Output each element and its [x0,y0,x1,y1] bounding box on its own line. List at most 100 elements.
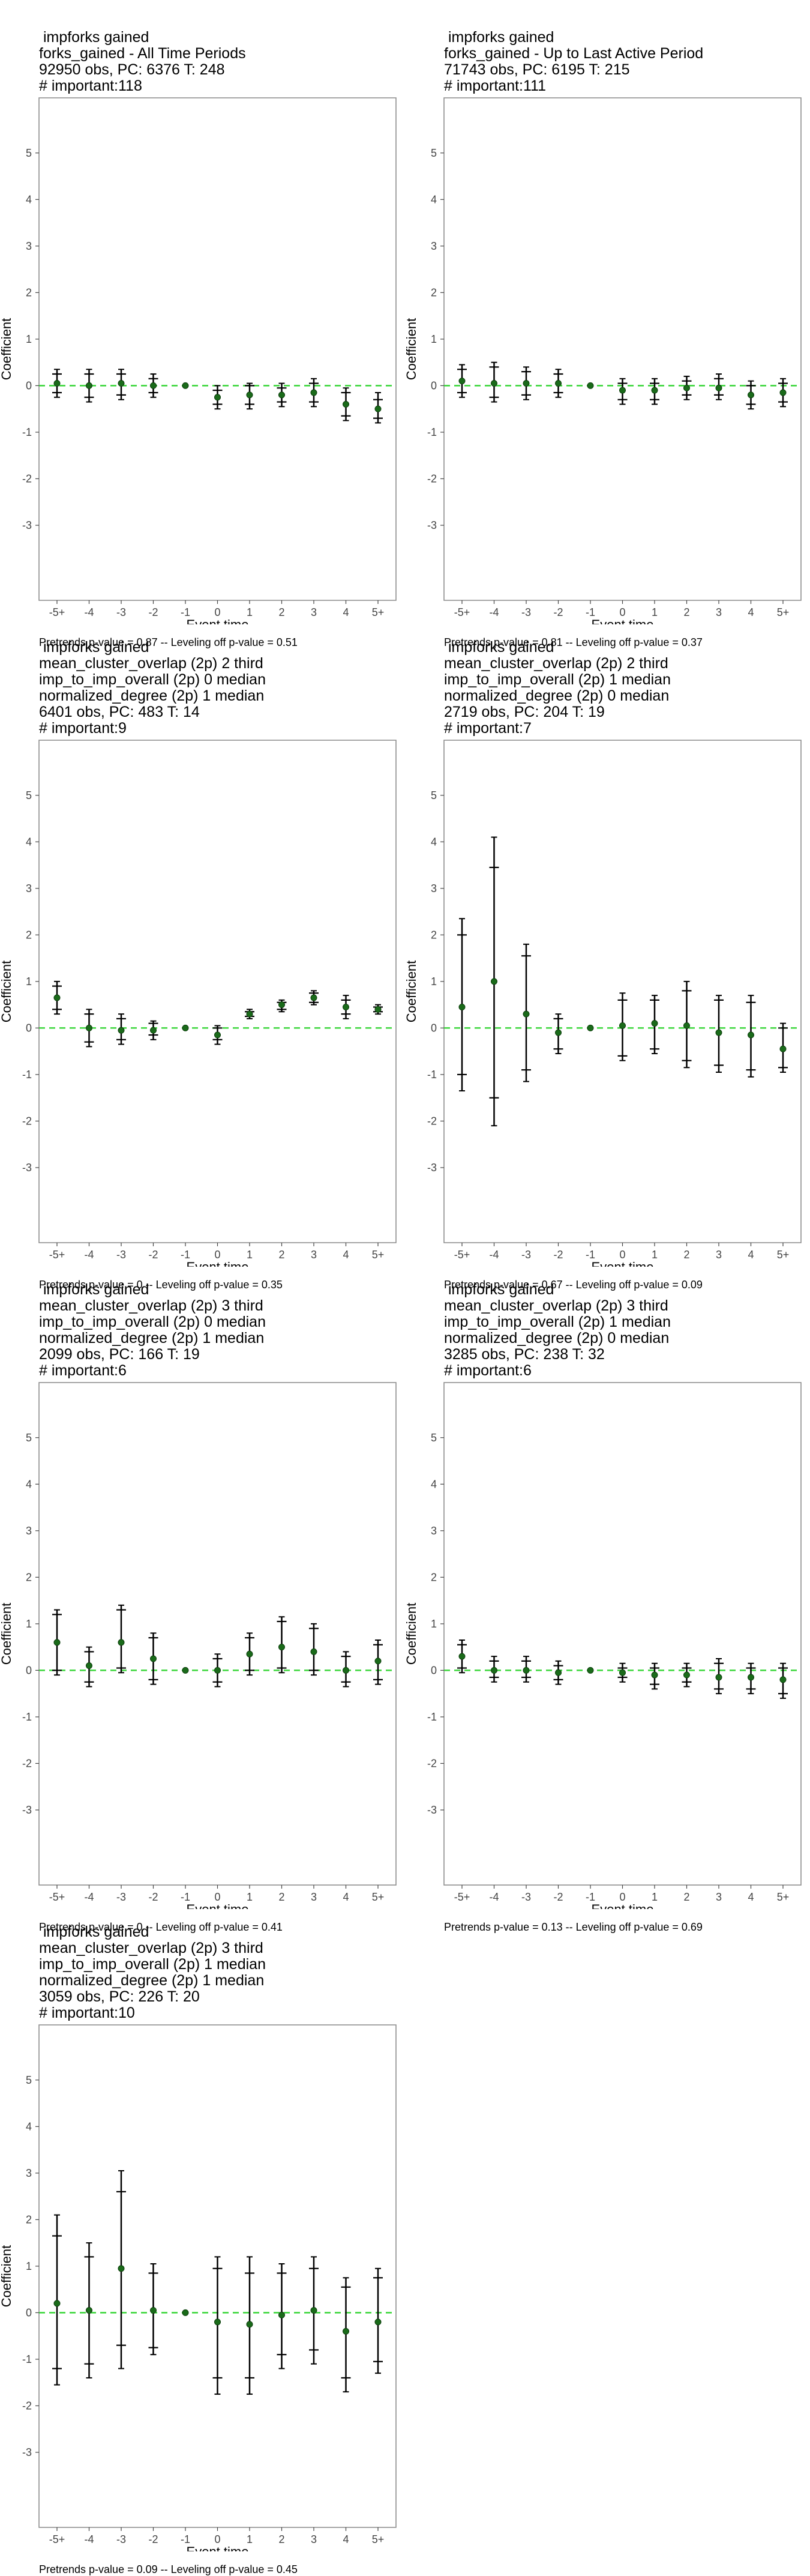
y-tick-label: 4 [26,193,32,205]
y-tick-label: 5 [431,789,437,801]
y-tick-label: 0 [26,379,32,391]
x-tick-label: 5+ [372,1891,385,1903]
x-axis-label: Event time [592,617,654,624]
x-tick-label: 1 [247,1891,253,1903]
x-tick-label: -5+ [49,2533,65,2545]
coefficient-point [278,1644,285,1651]
y-tick-label: 3 [26,882,32,894]
chart-title-line: forks_gained - All Time Periods [39,45,246,62]
coefficient-point [86,1024,92,1031]
y-tick-label: 4 [26,2120,32,2132]
p-value-note: Pretrends p-value = 0.13 -- Leveling off… [444,1921,703,1933]
x-axis-label: Event time [592,1902,654,1909]
y-tick-label: 2 [431,286,437,298]
y-axis-label: Coefficient [0,318,14,381]
coefficient-point [278,1001,285,1009]
chart-title-line: normalized_degree (2p) 0 median [444,687,670,704]
coefficient-point [118,380,125,387]
y-tick-label: 0 [26,1022,32,1034]
y-tick-label: -1 [22,1069,32,1081]
chart-panel-4: impforks gained mean_cluster_overlap (2p)… [405,639,802,1291]
coefficient-point [246,1650,253,1658]
coefficient-point [150,1655,157,1662]
chart-title: impforks gained forks_gained - Up to Last… [444,29,792,94]
x-tick-label: 2 [278,1891,284,1903]
x-tick-label: 4 [748,1891,754,1903]
coefficient-point [651,387,658,394]
chart-title-line: imp_to_imp_overall (2p) 0 median [39,1314,266,1330]
x-tick-label: 3 [311,606,317,618]
chart-title-line: normalized_degree (2p) 0 median [444,1330,670,1347]
chart-title: impforks gained mean_cluster_overlap (2p)… [39,639,387,737]
y-tick-label: -1 [22,1711,32,1723]
chart-title: impforks gained forks_gained - All Time P… [39,29,387,94]
y-tick-label: 0 [431,379,437,391]
coefficient-point [458,378,466,385]
x-tick-label: 1 [247,1249,253,1261]
plot-frame [443,97,802,601]
x-tick-label: 5+ [777,1249,790,1261]
chart-title-line: imp_to_imp_overall (2p) 0 median [39,671,266,688]
chart-panel-5: impforks gained mean_cluster_overlap (2p)… [0,1282,397,1933]
coefficient-point [523,1010,530,1018]
y-tick-label: 5 [26,1432,32,1444]
coefficient-point [246,2321,253,2328]
chart-title-line: mean_cluster_overlap (2p) 3 third [444,1297,668,1314]
x-tick-label: -3 [116,1249,126,1261]
x-tick-label: -2 [148,606,158,618]
x-tick-label: 0 [619,1891,625,1903]
chart-title-line: impforks gained [39,639,149,656]
coefficient-point [278,2311,285,2318]
p-value-note: Pretrends p-value = 0.67 -- Leveling off… [444,1279,703,1291]
x-tick-label: 5+ [372,1249,385,1261]
x-tick-label: -4 [489,606,499,618]
y-tick-label: 0 [431,1664,437,1676]
x-tick-label: 4 [748,1249,754,1261]
chart-title: impforks gained mean_cluster_overlap (2p)… [39,1282,387,1379]
y-tick-label: -2 [427,472,437,484]
y-tick-label: -2 [22,1757,32,1769]
coefficient-point [246,391,253,399]
chart-title-line: # important:6 [39,1362,127,1379]
y-axis-label: Coefficient [405,961,419,1023]
y-tick-label: 4 [431,193,437,205]
coefficient-point [343,1004,349,1011]
chart-title-line: 2099 obs, PC: 166 T: 19 [39,1346,200,1363]
chart-svg: 5 4 3 2 1 0 -1 -2 -3 -5+ -4 -3 -2 -1 0 1 2 3 4 5+ Event time… [0,97,397,624]
y-tick-label: -2 [427,1115,437,1127]
x-tick-label: 2 [683,606,689,618]
plot-frame [38,740,397,1243]
coefficient-point [150,382,157,389]
x-axis-label: Event time [592,1259,654,1267]
y-tick-label: 1 [431,976,437,988]
p-value-note: Pretrends p-value = 0 -- Leveling off p-… [39,1279,283,1291]
y-tick-label: 4 [431,836,437,848]
coefficient-point [214,394,221,401]
y-tick-label: 2 [431,929,437,941]
coefficient-point [374,405,382,412]
y-tick-label: 4 [26,836,32,848]
plot-frame [38,97,397,601]
x-tick-label: 5+ [777,606,790,618]
coefficient-point [587,1667,594,1674]
coefficient-point [278,391,285,399]
chart-title-line: normalized_degree (2p) 1 median [39,1330,265,1347]
x-tick-label: 0 [214,1249,220,1261]
chart-title-line: normalized_degree (2p) 1 median [39,687,265,704]
x-tick-label: 3 [716,1249,722,1261]
x-tick-label: 4 [343,606,349,618]
coefficient-point [53,994,61,1001]
coefficient-point [715,1029,722,1036]
chart-title-line: 3059 obs, PC: 226 T: 20 [39,1988,200,2005]
chart-title-line: mean_cluster_overlap (2p) 2 third [39,655,263,672]
chart-title-line: impforks gained [444,639,554,656]
y-tick-label: 4 [431,1478,437,1490]
x-tick-label: 2 [278,1249,284,1261]
coefficient-point [458,1004,466,1011]
x-tick-label: -4 [84,2533,94,2545]
chart-title-line: # important:111 [444,77,547,94]
y-tick-label: -2 [22,1115,32,1127]
coefficient-point [748,391,754,399]
coefficient-point [310,389,317,396]
coefficient-point [683,1022,690,1030]
